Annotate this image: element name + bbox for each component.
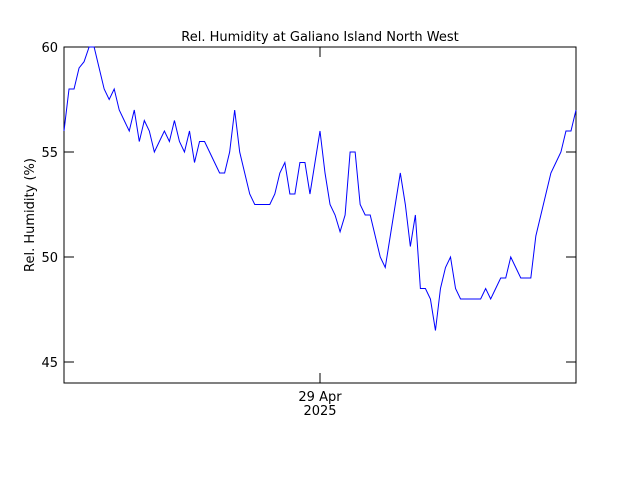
- x-tick-label: 29 Apr 2025: [298, 390, 342, 419]
- y-axis-label: Rel. Humidity (%): [23, 158, 38, 272]
- line-series: [63, 46, 577, 331]
- chart-title: Rel. Humidity at Galiano Island North We…: [181, 30, 458, 45]
- y-tick-label: 55: [41, 146, 58, 161]
- y-tick-label: 60: [41, 41, 58, 56]
- plot-frame: [63, 46, 577, 384]
- y-tick-label: 45: [41, 356, 58, 371]
- y-tick-label: 50: [41, 251, 58, 266]
